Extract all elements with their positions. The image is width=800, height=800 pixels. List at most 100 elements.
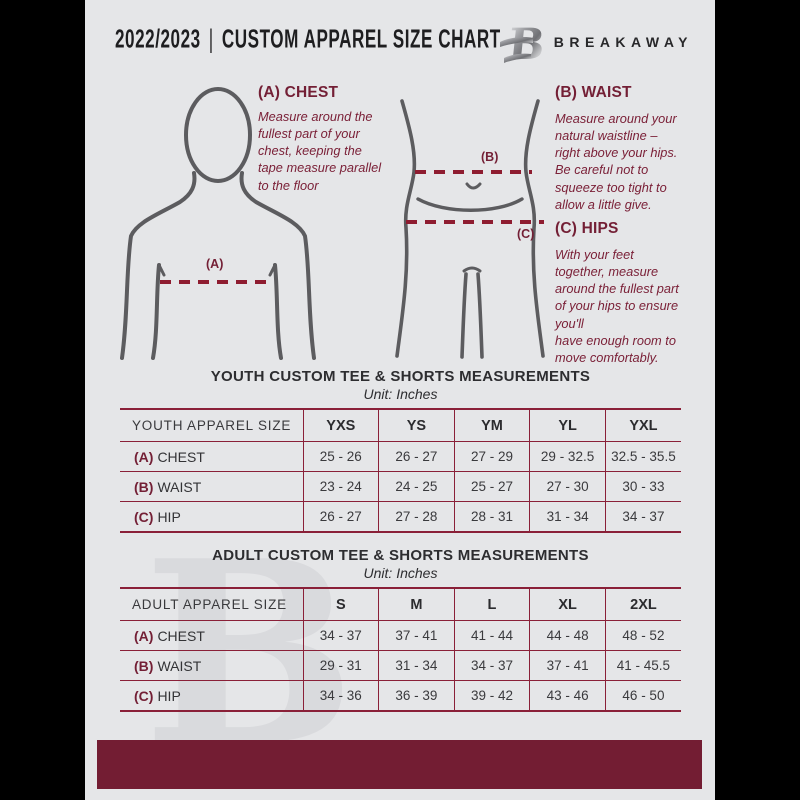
- measurement-cell: 25 - 27: [453, 471, 531, 502]
- table-row: (C) HIP 34 - 36 36 - 39 39 - 42 43 - 46 4…: [120, 680, 681, 712]
- measurement-cell: 31 - 34: [529, 501, 606, 533]
- table-row: (C) HIP 26 - 27 27 - 28 28 - 31 31 - 34 3…: [120, 501, 681, 533]
- row-prefix: (C): [134, 508, 154, 525]
- size-column-header: YL: [529, 408, 606, 442]
- lower-body-figure: [395, 99, 545, 359]
- size-column-header: YS: [378, 408, 455, 442]
- adult-table-unit: Unit: Inches: [363, 565, 438, 581]
- navel-curve: [465, 182, 482, 190]
- youth-table-section: YOUTH CUSTOM TEE & SHORTS MEASUREMENTS U…: [120, 368, 681, 533]
- size-column-header: YXL: [604, 408, 681, 442]
- row-label-cell: (A) CHEST: [120, 620, 304, 651]
- size-column-header: S: [302, 587, 380, 621]
- brand-name: BREAKAWAY: [553, 34, 693, 50]
- measurement-cell: 26 - 27: [378, 441, 455, 472]
- chest-guide-text: Measure around the fullest part of your …: [258, 109, 382, 193]
- right-shoulder-arm-line: [239, 171, 316, 360]
- left-inner-leg-line: [460, 272, 468, 359]
- right-side-leg-line: [523, 99, 545, 358]
- youth-table-title: YOUTH CUSTOM TEE & SHORTS MEASUREMENTS: [210, 368, 591, 385]
- title-divider: |: [208, 26, 214, 55]
- youth-size-table: YOUTH APPAREL SIZE YXS YS YM YL YXL (A) C…: [120, 408, 681, 533]
- measurement-cell: 44 - 48: [529, 620, 606, 651]
- adult-table-title: ADULT CUSTOM TEE & SHORTS MEASUREMENTS: [212, 547, 589, 564]
- measurement-cell: 34 - 37: [453, 650, 531, 681]
- measurement-cell: 37 - 41: [529, 650, 606, 681]
- measurement-cell: 29 - 32.5: [529, 441, 606, 472]
- size-column-header: 2XL: [604, 587, 681, 621]
- right-torso-line: [273, 263, 283, 360]
- measurement-cell: 43 - 46: [529, 680, 606, 712]
- measurement-cell: 34 - 36: [302, 680, 380, 712]
- measurement-cell: 36 - 39: [378, 680, 455, 712]
- waist-marker-label: (B): [481, 150, 499, 164]
- measurement-cell: 37 - 41: [378, 620, 455, 651]
- waist-guide-heading: (B) WAIST: [555, 84, 632, 101]
- logo-swoosh-base: [503, 53, 531, 63]
- row-label: CHEST: [157, 627, 205, 644]
- head-outline: [184, 87, 252, 183]
- measurement-cell: 27 - 28: [378, 501, 455, 533]
- size-chart-page: B 2022/2023 | CUSTOM APPAREL SIZE CHART: [85, 0, 715, 800]
- measurement-cell: 28 - 31: [453, 501, 531, 533]
- measurement-cell: 46 - 50: [604, 680, 681, 712]
- page-title: CUSTOM APPAREL SIZE CHART: [221, 26, 501, 55]
- header: 2022/2023 | CUSTOM APPAREL SIZE CHART B: [85, 0, 715, 70]
- hips-marker-label: (C): [517, 227, 535, 241]
- size-column-header: L: [453, 587, 531, 621]
- adult-size-table: ADULT APPAREL SIZE S M L XL 2XL (A) CHEST…: [120, 587, 681, 712]
- left-side-leg-line: [395, 99, 417, 358]
- right-inner-leg-line: [476, 272, 484, 359]
- measurement-cell: 25 - 26: [302, 441, 380, 472]
- table-row: (B) WAIST 29 - 31 31 - 34 34 - 37 37 - 41…: [120, 650, 681, 681]
- year-range: 2022/2023: [115, 26, 201, 55]
- upper-body-figure: [120, 87, 316, 360]
- measurement-cell: 31 - 34: [378, 650, 455, 681]
- youth-apparel-size-header: YOUTH APPAREL SIZE: [120, 408, 304, 442]
- table-row: (B) WAIST 23 - 24 24 - 25 25 - 27 27 - 30…: [120, 471, 681, 502]
- row-prefix: (A): [134, 627, 154, 644]
- table-row: (A) CHEST 34 - 37 37 - 41 41 - 44 44 - 48…: [120, 620, 681, 651]
- measurement-cell: 23 - 24: [302, 471, 380, 502]
- row-label: WAIST: [157, 657, 202, 674]
- waist-guide-text: Measure around your natural waistline – …: [555, 111, 678, 212]
- adult-table-section: ADULT CUSTOM TEE & SHORTS MEASUREMENTS U…: [120, 547, 681, 712]
- measurement-cell: 48 - 52: [604, 620, 681, 651]
- measurement-cell: 41 - 45.5: [604, 650, 681, 681]
- measurement-cell: 26 - 27: [302, 501, 380, 533]
- measurement-cell: 27 - 30: [529, 471, 606, 502]
- row-label: CHEST: [157, 448, 205, 465]
- brand-block: B BREAKAWAY: [498, 18, 693, 66]
- size-column-header: XL: [529, 587, 606, 621]
- row-label-cell: (B) WAIST: [120, 471, 304, 502]
- crotch-curve: [462, 266, 482, 273]
- row-label: HIP: [157, 508, 181, 525]
- measurement-cell: 39 - 42: [453, 680, 531, 712]
- measurement-cell: 34 - 37: [604, 501, 681, 533]
- youth-table-unit: Unit: Inches: [363, 386, 438, 402]
- row-prefix: (B): [134, 478, 154, 495]
- right-armpit-crease: [268, 263, 277, 277]
- row-prefix: (C): [134, 687, 154, 704]
- row-prefix: (B): [134, 657, 154, 674]
- hips-guide-heading: (C) HIPS: [555, 220, 619, 237]
- row-label-cell: (C) HIP: [120, 680, 304, 712]
- row-label: WAIST: [157, 478, 202, 495]
- hips-guide-text: With your feet together, measure around …: [555, 247, 679, 365]
- measurement-cell: 30 - 33: [604, 471, 681, 502]
- size-column-header: M: [378, 587, 455, 621]
- measurement-cell: 32.5 - 35.5: [604, 441, 681, 472]
- row-label: HIP: [157, 687, 181, 704]
- youth-header-row: YOUTH APPAREL SIZE YXS YS YM YL YXL: [120, 408, 681, 442]
- hip-crease-curve: [416, 197, 524, 212]
- document-title: 2022/2023 | CUSTOM APPAREL SIZE CHART: [115, 26, 501, 56]
- measurement-cell: 34 - 37: [302, 620, 380, 651]
- size-column-header: YM: [453, 408, 531, 442]
- left-armpit-crease: [157, 263, 166, 277]
- measurement-cell: 41 - 44: [453, 620, 531, 651]
- breakaway-logo-icon: B: [499, 20, 544, 65]
- size-column-header: YXS: [302, 408, 380, 442]
- row-label-cell: (C) HIP: [120, 501, 304, 533]
- chest-guide-heading: (A) CHEST: [258, 84, 339, 101]
- adult-header-row: ADULT APPAREL SIZE S M L XL 2XL: [120, 587, 681, 621]
